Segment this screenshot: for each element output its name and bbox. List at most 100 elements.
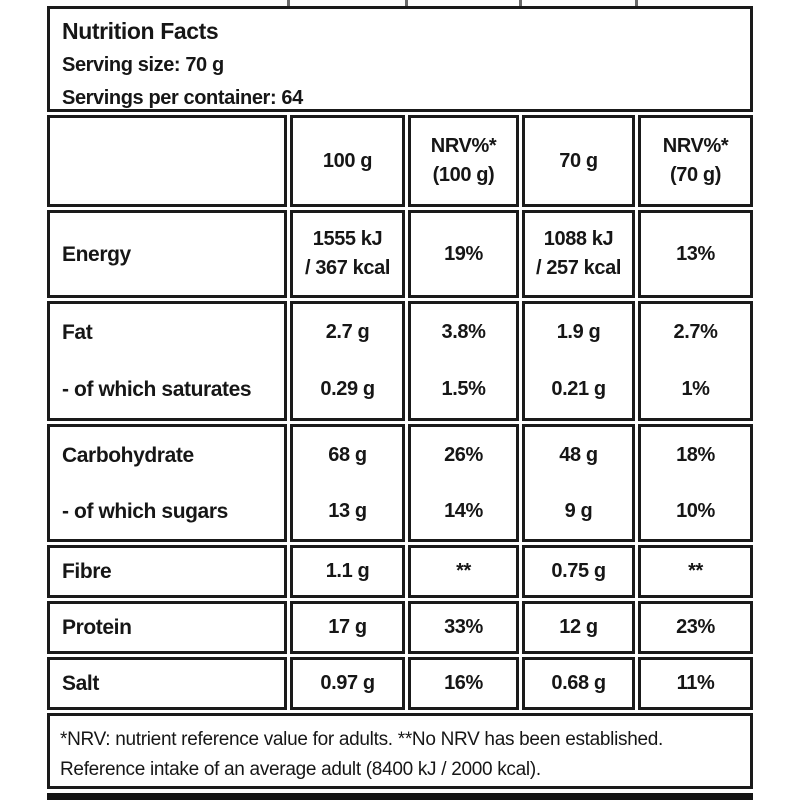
fibre-nrv-100g-value: ** bbox=[456, 560, 471, 582]
fat-group-nrv-100g: 3.8% 1.5% bbox=[408, 301, 519, 421]
crop-artifact-column-line bbox=[287, 0, 290, 7]
row-label-carbohydrate: Carbohydrate bbox=[62, 427, 284, 483]
footnote-reference-intake: Reference intake of an average adult (84… bbox=[60, 759, 541, 780]
column-header-100g: 100 g bbox=[290, 115, 405, 207]
column-header-70g-label: 70 g bbox=[559, 149, 598, 172]
column-header-nrv-100g: NRV%* (100 g) bbox=[408, 115, 519, 207]
carb-group-per-70g: 48 g 9 g bbox=[522, 424, 635, 542]
salt-per-100g: 0.97 g bbox=[290, 657, 405, 710]
energy-nrv-100g-value: 19% bbox=[444, 242, 483, 265]
fat-per-70g-value: 1.9 g bbox=[556, 321, 601, 343]
salt-nrv-100g: 16% bbox=[408, 657, 519, 710]
fat-group-per-100g: 2.7 g 0.29 g bbox=[290, 301, 405, 421]
carbohydrate-per-100g-value: 68 g bbox=[328, 443, 367, 466]
sugars-per-100g-value: 13 g bbox=[328, 499, 367, 522]
sugars-per-70g-value: 9 g bbox=[564, 499, 593, 522]
energy-per-100g-kj: 1555 kJ bbox=[312, 228, 383, 250]
row-label-fat: Fat bbox=[62, 304, 284, 361]
saturates-per-100g-value: 0.29 g bbox=[320, 378, 375, 400]
crop-artifact-column-line bbox=[519, 0, 522, 7]
row-fibre: Fibre 1.1 g ** 0.75 g ** bbox=[47, 545, 753, 598]
column-header-row: 100 g NRV%* (100 g) 70 g NRV%* (70 g) bbox=[47, 115, 753, 207]
saturates-per-100g: 0.29 g bbox=[293, 361, 402, 418]
fat-group-labels: Fat - of which saturates bbox=[47, 301, 287, 421]
saturates-per-70g-value: 0.21 g bbox=[551, 378, 606, 400]
carbohydrate-nrv-70g-value: 18% bbox=[676, 443, 715, 466]
fibre-per-100g: 1.1 g bbox=[290, 545, 405, 598]
protein-nrv-70g: 23% bbox=[638, 601, 753, 654]
energy-per-100g: 1555 kJ / 367 kcal bbox=[290, 210, 405, 298]
crop-artifact-column-line bbox=[635, 0, 638, 7]
salt-per-70g: 0.68 g bbox=[522, 657, 635, 710]
carbohydrate-label: Carbohydrate bbox=[62, 443, 194, 467]
row-label-saturates: - of which saturates bbox=[62, 361, 284, 418]
fat-per-70g: 1.9 g bbox=[525, 304, 632, 361]
carbohydrate-nrv-100g: 26% bbox=[411, 427, 516, 483]
fat-nrv-100g: 3.8% bbox=[411, 304, 516, 361]
salt-label: Salt bbox=[62, 672, 99, 695]
energy-per-100g-kcal: / 367 kcal bbox=[305, 257, 390, 279]
protein-per-100g-value: 17 g bbox=[328, 616, 367, 638]
nutrition-facts-title: Nutrition Facts bbox=[62, 18, 219, 44]
column-header-nrv-70g: NRV%* (70 g) bbox=[638, 115, 753, 207]
fat-nrv-100g-value: 3.8% bbox=[441, 321, 486, 343]
footnote-section: *NRV: nutrient reference value for adult… bbox=[47, 713, 753, 789]
energy-label: Energy bbox=[62, 242, 131, 266]
column-header-nrv-70g-line2: (70 g) bbox=[670, 164, 721, 186]
row-label-sugars: - of which sugars bbox=[62, 483, 284, 539]
protein-nrv-100g-value: 33% bbox=[444, 616, 483, 638]
saturates-nrv-70g: 1% bbox=[641, 361, 750, 418]
fibre-per-100g-value: 1.1 g bbox=[325, 560, 370, 582]
column-header-nrv-100g-line2: (100 g) bbox=[432, 164, 495, 186]
sugars-nrv-70g: 10% bbox=[641, 483, 750, 539]
crop-artifact-column-line bbox=[405, 0, 408, 7]
row-salt: Salt 0.97 g 16% 0.68 g 11% bbox=[47, 657, 753, 710]
servings-per-container: Servings per container: 64 bbox=[62, 87, 303, 109]
fat-nrv-70g-value: 2.7% bbox=[673, 321, 718, 343]
salt-nrv-100g-value: 16% bbox=[444, 672, 483, 694]
protein-nrv-100g: 33% bbox=[408, 601, 519, 654]
fibre-nrv-100g: ** bbox=[408, 545, 519, 598]
sugars-nrv-70g-value: 10% bbox=[676, 499, 715, 522]
sugars-per-100g: 13 g bbox=[293, 483, 402, 539]
saturates-nrv-70g-value: 1% bbox=[681, 378, 710, 400]
protein-per-100g: 17 g bbox=[290, 601, 405, 654]
nutrition-label: Nutrition Facts Serving size: 70 g Servi… bbox=[47, 6, 753, 789]
salt-nrv-70g: 11% bbox=[638, 657, 753, 710]
fibre-per-70g: 0.75 g bbox=[522, 545, 635, 598]
salt-per-100g-value: 0.97 g bbox=[320, 672, 375, 694]
energy-nrv-70g-value: 13% bbox=[676, 242, 715, 265]
column-header-blank bbox=[47, 115, 287, 207]
salt-nrv-70g-value: 11% bbox=[676, 672, 715, 694]
fat-per-100g-value: 2.7 g bbox=[325, 321, 370, 343]
carb-group-nrv-70g: 18% 10% bbox=[638, 424, 753, 542]
fat-label: Fat bbox=[62, 321, 93, 344]
energy-per-70g-kcal: / 257 kcal bbox=[536, 257, 621, 279]
protein-per-70g-value: 12 g bbox=[559, 616, 598, 638]
sugars-per-70g: 9 g bbox=[525, 483, 632, 539]
fat-nrv-70g: 2.7% bbox=[641, 304, 750, 361]
carbohydrate-per-100g: 68 g bbox=[293, 427, 402, 483]
energy-nrv-70g: 13% bbox=[638, 210, 753, 298]
fibre-per-70g-value: 0.75 g bbox=[551, 560, 606, 582]
carb-group-per-100g: 68 g 13 g bbox=[290, 424, 405, 542]
carbohydrate-per-70g-value: 48 g bbox=[559, 443, 598, 466]
row-label-salt: Salt bbox=[47, 657, 287, 710]
saturates-nrv-100g: 1.5% bbox=[411, 361, 516, 418]
carb-group-nrv-100g: 26% 14% bbox=[408, 424, 519, 542]
fat-per-100g: 2.7 g bbox=[293, 304, 402, 361]
crop-artifact-next-section-edge bbox=[47, 793, 753, 800]
fibre-label: Fibre bbox=[62, 560, 112, 583]
protein-per-70g: 12 g bbox=[522, 601, 635, 654]
footnote-nrv-definition: *NRV: nutrient reference value for adult… bbox=[60, 729, 663, 750]
row-group-fat: Fat - of which saturates 2.7 g 0.29 g 3.… bbox=[47, 301, 753, 421]
header-section: Nutrition Facts Serving size: 70 g Servi… bbox=[47, 6, 753, 112]
row-label-energy: Energy bbox=[47, 210, 287, 298]
fat-group-per-70g: 1.9 g 0.21 g bbox=[522, 301, 635, 421]
row-protein: Protein 17 g 33% 12 g 23% bbox=[47, 601, 753, 654]
saturates-nrv-100g-value: 1.5% bbox=[441, 378, 486, 400]
protein-nrv-70g-value: 23% bbox=[676, 616, 715, 638]
row-energy: Energy 1555 kJ / 367 kcal 19% 1088 kJ / … bbox=[47, 210, 753, 298]
column-header-100g-label: 100 g bbox=[322, 149, 373, 172]
fat-group-nrv-70g: 2.7% 1% bbox=[638, 301, 753, 421]
